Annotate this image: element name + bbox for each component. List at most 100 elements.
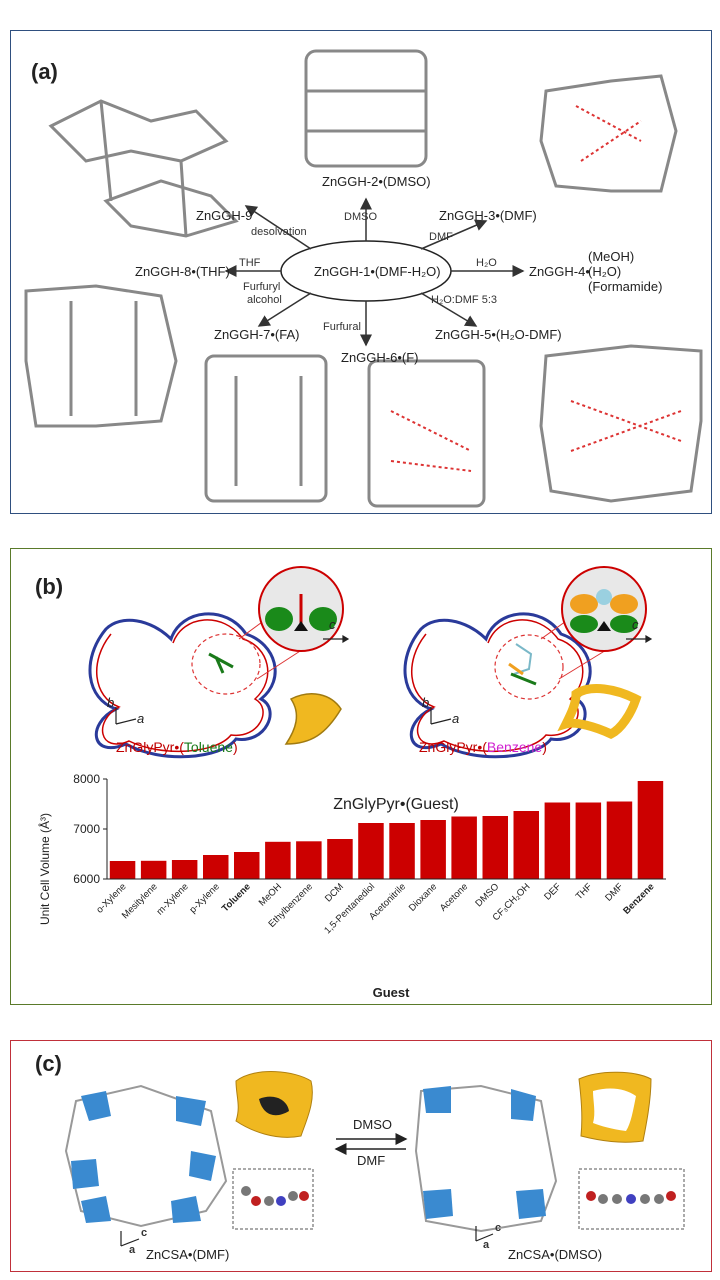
axis-a-left: a bbox=[137, 711, 145, 726]
arrow-label-dmso: DMSO bbox=[344, 211, 377, 223]
bar-17 bbox=[637, 781, 664, 879]
product-8-label: ZnGGH-8•(THF) bbox=[135, 264, 230, 279]
axis-indicator-c-right bbox=[475, 1226, 494, 1242]
axis-b-left: b bbox=[107, 695, 115, 710]
bar-15 bbox=[575, 802, 602, 879]
product-2-label: ZnGGH-2•(DMSO) bbox=[322, 174, 431, 189]
structure-bottom-right bbox=[539, 344, 703, 503]
axis-indicator-right bbox=[430, 707, 452, 725]
arrow-label-furfuryl: Furfuryl bbox=[243, 281, 281, 293]
x-tick-label-7: DCM bbox=[323, 881, 346, 904]
panel-b-label: (b) bbox=[35, 574, 64, 599]
toluene-zoom bbox=[258, 566, 344, 652]
product-3-label: ZnGGH-3•(DMF) bbox=[439, 208, 537, 223]
bar-13 bbox=[513, 811, 539, 879]
x-tick-label-2: m-Xylene bbox=[155, 881, 191, 917]
chart-title: ZnGlyPyr•(Guest) bbox=[333, 796, 459, 813]
panel-c: (c) bbox=[10, 1040, 712, 1272]
panel-a: (a) bbox=[10, 30, 712, 514]
dmf-caption: ZnCSA•(DMF) bbox=[146, 1247, 230, 1262]
x-tick-label-10: Dioxane bbox=[407, 881, 439, 913]
y-ticks-group: 6000 7000 8000 bbox=[73, 772, 107, 886]
product-7-label: ZnGGH-7•(FA) bbox=[214, 327, 300, 342]
panel-c-graphics bbox=[64, 1071, 685, 1247]
axis-c-right: c bbox=[632, 617, 639, 632]
arrow-label-dmf-c: DMF bbox=[357, 1153, 386, 1168]
volume-bar-chart: ZnGlyPyr•(Guest) Unit Cell Volume (Å³) G… bbox=[37, 772, 666, 1000]
c-arrow-left bbox=[323, 634, 350, 644]
x-tick-label-4: Toluene bbox=[220, 881, 253, 914]
axis-c-label-left: c bbox=[141, 1227, 148, 1239]
x-ticks-group: o-XyleneMesitylenem-Xylenep-XyleneToluen… bbox=[94, 881, 656, 936]
dmso-framework bbox=[414, 1084, 558, 1233]
dmf-pore bbox=[235, 1071, 313, 1138]
product-4-option-1: (MeOH) bbox=[588, 249, 635, 264]
axis-b-right: b bbox=[422, 695, 430, 710]
x-tick-label-3: p-Xylene bbox=[188, 881, 222, 915]
arrow-label-desolvation: desolvation bbox=[251, 226, 307, 238]
axis-a-label-right: a bbox=[483, 1239, 490, 1251]
structure-bottom-center bbox=[367, 359, 486, 508]
x-tick-label-11: Acetone bbox=[438, 881, 470, 913]
axis-a-right: a bbox=[452, 711, 460, 726]
panel-a-graphics bbox=[24, 49, 703, 508]
bar-5 bbox=[265, 841, 291, 880]
bar-10 bbox=[420, 820, 446, 879]
dmf-ligand-box bbox=[232, 1168, 314, 1230]
product-9-label: ZnGGH-9 bbox=[196, 208, 253, 223]
c-arrow-right bbox=[626, 634, 653, 644]
bars-group bbox=[109, 781, 664, 880]
toluene-caption: ZnGlyPyr•(Toluene) bbox=[116, 739, 238, 755]
bar-11 bbox=[451, 816, 477, 879]
dmf-ligand bbox=[241, 1186, 309, 1206]
arrow-up-right bbox=[420, 219, 488, 250]
product-5-label: ZnGGH-5•(H₂O-DMF) bbox=[435, 327, 562, 342]
bar-16 bbox=[606, 801, 633, 879]
y-tick-label-0: 6000 bbox=[73, 872, 100, 886]
arrow-down-right bbox=[420, 292, 478, 327]
panel-b: (b) bbox=[10, 548, 712, 1005]
panel-c-label: (c) bbox=[35, 1051, 62, 1076]
bar-4 bbox=[234, 852, 260, 879]
toluene-pore-shape bbox=[284, 693, 342, 745]
x-tick-label-12: DMSO bbox=[473, 881, 501, 909]
benzene-pore-shape bbox=[557, 684, 642, 739]
arrow-label-dmso-c: DMSO bbox=[353, 1117, 392, 1132]
product-4-option-2: (H₂O) bbox=[588, 264, 622, 279]
structure-bottom-left bbox=[204, 354, 328, 503]
arrow-label-thf: THF bbox=[239, 257, 261, 269]
product-6-label: ZnGGH-6•(F) bbox=[341, 350, 419, 365]
axis-c-label-right: c bbox=[495, 1222, 502, 1234]
structure-top-right bbox=[539, 74, 678, 193]
x-tick-label-14: DEF bbox=[542, 881, 563, 902]
bar-9 bbox=[389, 823, 415, 879]
arrow-label-furfural: Furfural bbox=[323, 321, 361, 333]
bar-8 bbox=[358, 823, 384, 879]
arrow-label-dmf: DMF bbox=[429, 231, 453, 243]
product-4-option-3: (Formamide) bbox=[588, 279, 663, 294]
x-tick-label-15: THF bbox=[574, 881, 595, 902]
structure-top-left bbox=[48, 99, 239, 238]
axis-indicator-c-left bbox=[120, 1231, 140, 1247]
arrow-up-left bbox=[244, 205, 312, 250]
x-tick-label-16: DMF bbox=[603, 881, 625, 903]
product-4-label: ZnGGH-4• bbox=[529, 264, 590, 279]
benzene-framework bbox=[403, 612, 617, 759]
arrow-label-alcohol: alcohol bbox=[247, 294, 282, 306]
benzene-caption: ZnGlyPyr•(Benzene) bbox=[419, 739, 547, 755]
axis-a-label-left: a bbox=[129, 1244, 136, 1256]
structure-top-center bbox=[304, 49, 428, 168]
bar-14 bbox=[544, 802, 571, 879]
bar-3 bbox=[203, 855, 229, 879]
dmso-ligand bbox=[586, 1191, 676, 1204]
structure-left bbox=[24, 284, 178, 428]
bar-7 bbox=[327, 839, 353, 879]
arrow-down-left bbox=[257, 292, 312, 327]
axis-c-left: c bbox=[329, 617, 336, 632]
y-tick-label-1: 7000 bbox=[73, 822, 100, 836]
panel-a-label: (a) bbox=[31, 59, 58, 84]
x-tick-label-17: Benzene bbox=[621, 881, 656, 916]
dmso-pore bbox=[578, 1071, 652, 1143]
bar-6 bbox=[296, 841, 322, 880]
bar-0 bbox=[109, 861, 136, 879]
